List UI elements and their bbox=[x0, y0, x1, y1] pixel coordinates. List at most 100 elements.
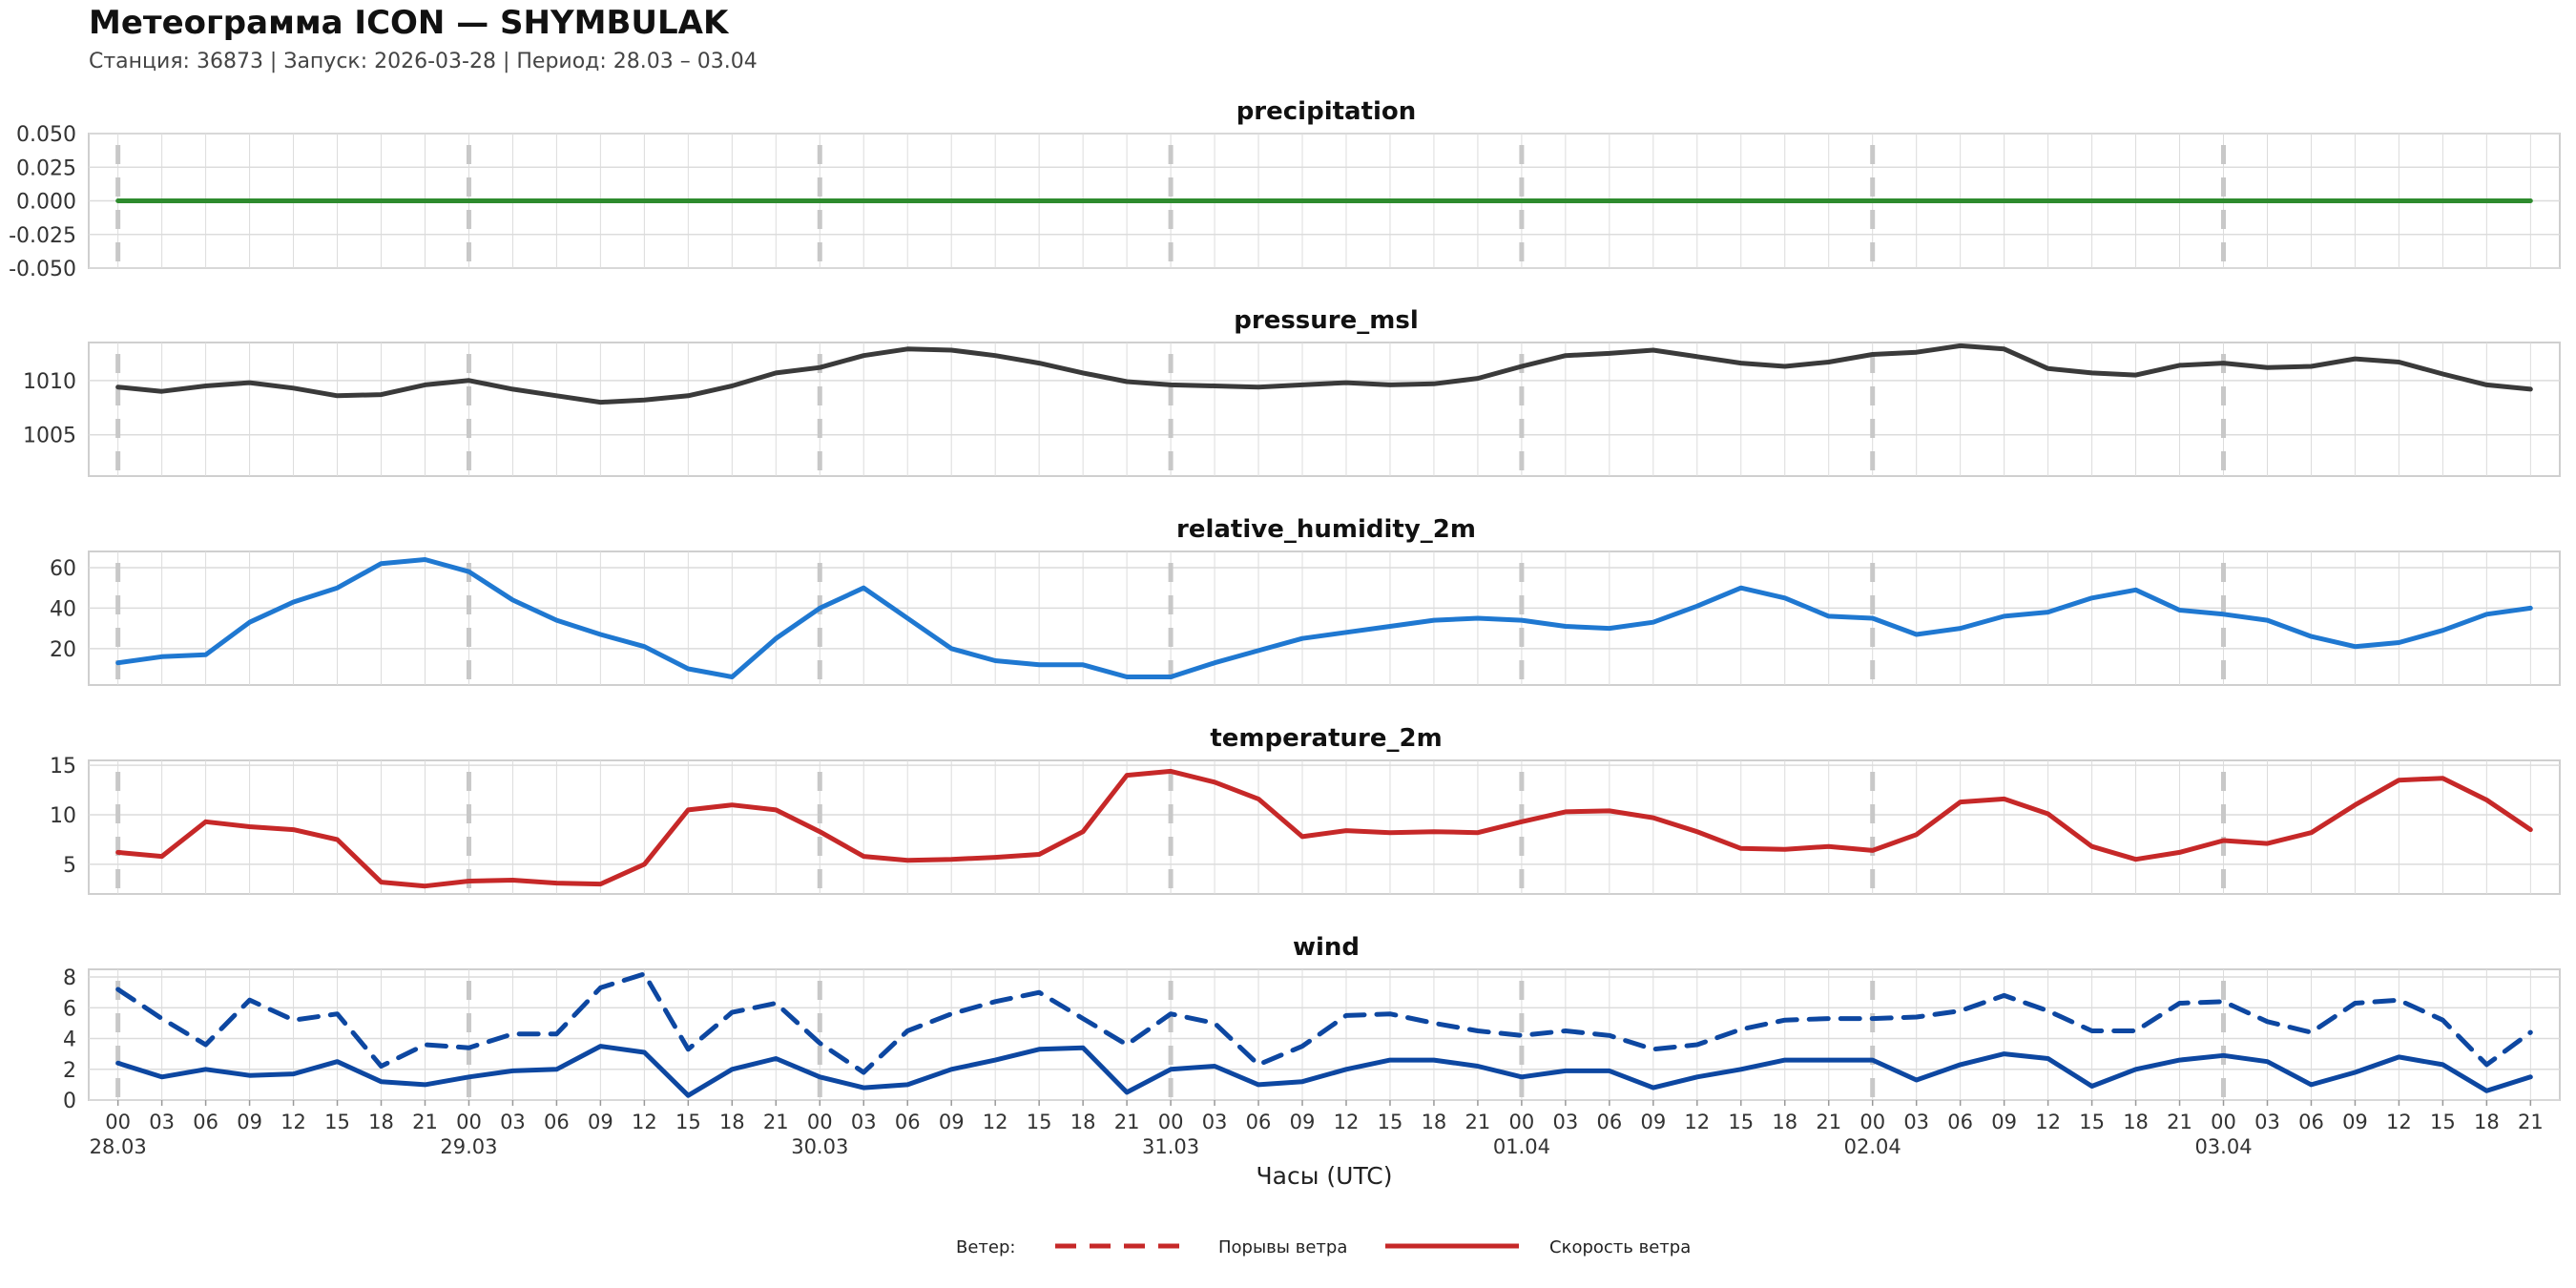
x-tick-label-day: 28.03 bbox=[90, 1135, 147, 1158]
x-tick-label-hour: 12 bbox=[2386, 1111, 2412, 1133]
y-tick-label: 5 bbox=[63, 854, 76, 878]
x-tick-label-day: 30.03 bbox=[791, 1135, 848, 1158]
x-tick-label-hour: 09 bbox=[1640, 1111, 1666, 1133]
x-tick-label-hour: 15 bbox=[1378, 1111, 1403, 1133]
panel-wind: 8 6 4 2 0 wind bbox=[63, 933, 2561, 1113]
x-tick-label-day: 31.03 bbox=[1142, 1135, 1199, 1158]
panels-layer: 0.050 0.025 0.000 -0.025 -0.050 precipitation… bbox=[9, 97, 2561, 1113]
panel-frame bbox=[88, 968, 2561, 1101]
y-tick-label: 1010 bbox=[23, 370, 76, 394]
chart-subtitle: Станция: 36873 | Запуск: 2026-03-28 | Пе… bbox=[89, 50, 758, 73]
x-tick-label-hour: 15 bbox=[675, 1111, 701, 1133]
y-tick-label: 4 bbox=[63, 1028, 76, 1052]
y-tick-label: 0.050 bbox=[16, 123, 76, 147]
legend: Ветер: Порывы ветра Скорость ветра bbox=[956, 1237, 1691, 1257]
panel-frame bbox=[88, 759, 2561, 895]
x-tick-label-hour: 03 bbox=[851, 1111, 877, 1133]
x-axis: Часы (UTC) 00 03 06 09 12 15 18 21 00 03 06 09 12 15 1… bbox=[90, 1100, 2544, 1190]
series-line-relative_humidity_2m bbox=[115, 557, 2533, 679]
x-tick-label-hour: 21 bbox=[1465, 1111, 1491, 1133]
x-tick-label-hour: 06 bbox=[193, 1111, 218, 1133]
y-tick-label: 20 bbox=[50, 638, 76, 662]
x-tick-label-hour: 18 bbox=[1772, 1111, 1797, 1133]
x-tick-label-hour: 03 bbox=[500, 1111, 526, 1133]
x-tick-label-hour: 00 bbox=[456, 1111, 482, 1133]
x-tick-label-hour: 12 bbox=[280, 1111, 306, 1133]
x-axis-label: Часы (UTC) bbox=[1257, 1162, 1393, 1190]
panel-humidity: 60 40 20 relative_humidity_2m bbox=[50, 515, 2561, 686]
x-tick-label-hour: 18 bbox=[368, 1111, 394, 1133]
chart-title: Метеограмма ICON — SHYMBULAK bbox=[89, 4, 729, 42]
x-tick-label-hour: 03 bbox=[2254, 1111, 2280, 1133]
x-tick-label-hour: 06 bbox=[895, 1111, 921, 1133]
y-tick-label: 40 bbox=[50, 597, 76, 621]
x-tick-label-hour: 15 bbox=[2079, 1111, 2105, 1133]
x-tick-label-hour: 09 bbox=[588, 1111, 613, 1133]
x-tick-label-hour: 18 bbox=[719, 1111, 745, 1133]
x-tick-label-hour: 12 bbox=[2035, 1111, 2061, 1133]
x-tick-label-hour: 21 bbox=[2518, 1111, 2544, 1133]
x-tick-label-hour: 00 bbox=[2211, 1111, 2236, 1133]
x-tick-label-hour: 03 bbox=[1202, 1111, 1228, 1133]
y-tick-label: 60 bbox=[50, 557, 76, 581]
x-tick-label-hour: 06 bbox=[2298, 1111, 2324, 1133]
x-tick-label-hour: 09 bbox=[939, 1111, 965, 1133]
panel-temperature: 15 10 5 temperature_2m bbox=[50, 724, 2561, 895]
x-tick-label-hour: 09 bbox=[1290, 1111, 1316, 1133]
x-tick-label-hour: 03 bbox=[1903, 1111, 1929, 1133]
x-tick-label-hour: 06 bbox=[1947, 1111, 1973, 1133]
x-tick-label-hour: 09 bbox=[1991, 1111, 2017, 1133]
x-tick-label-hour: 12 bbox=[1684, 1111, 1710, 1133]
x-tick-label-hour: 18 bbox=[2474, 1111, 2500, 1133]
panel-precip: 0.050 0.025 0.000 -0.025 -0.050 precipitation bbox=[9, 97, 2561, 281]
legend-gust-label: Порывы ветра bbox=[1218, 1237, 1347, 1257]
x-tick-label-hour: 00 bbox=[1509, 1111, 1535, 1133]
x-tick-label-hour: 00 bbox=[807, 1111, 833, 1133]
legend-title: Ветер: bbox=[956, 1237, 1015, 1257]
x-tick-label-hour: 21 bbox=[2167, 1111, 2192, 1133]
x-tick-label-hour: 21 bbox=[1114, 1111, 1140, 1133]
panel-title: wind bbox=[1293, 933, 1360, 962]
y-tick-label: 8 bbox=[63, 966, 76, 990]
y-tick-label: -0.050 bbox=[9, 258, 76, 281]
x-tick-label-hour: 15 bbox=[1027, 1111, 1052, 1133]
x-tick-label-day: 01.04 bbox=[1493, 1135, 1550, 1158]
x-tick-label-hour: 15 bbox=[1728, 1111, 1754, 1133]
x-tick-label-hour: 09 bbox=[2342, 1111, 2368, 1133]
x-tick-label-hour: 12 bbox=[632, 1111, 657, 1133]
x-tick-label-hour: 12 bbox=[1334, 1111, 1360, 1133]
legend-speed-label: Скорость ветра bbox=[1549, 1237, 1691, 1257]
y-tick-label: 15 bbox=[50, 755, 76, 779]
x-tick-label-hour: 06 bbox=[1596, 1111, 1622, 1133]
y-tick-label: 6 bbox=[63, 997, 76, 1021]
x-tick-label-hour: 12 bbox=[983, 1111, 1008, 1133]
panel-title: precipitation bbox=[1236, 97, 1417, 126]
panel-title: pressure_msl bbox=[1234, 306, 1418, 335]
series-line-gusts bbox=[115, 971, 2533, 1075]
x-tick-label-hour: 15 bbox=[2430, 1111, 2456, 1133]
x-tick-label-hour: 00 bbox=[1859, 1111, 1885, 1133]
x-tick-label-hour: 06 bbox=[544, 1111, 570, 1133]
x-tick-label-hour: 21 bbox=[1816, 1111, 1841, 1133]
y-tick-label: 2 bbox=[63, 1059, 76, 1083]
x-tick-label-hour: 00 bbox=[1158, 1111, 1184, 1133]
x-tick-label-hour: 21 bbox=[412, 1111, 438, 1133]
x-tick-label-day: 02.04 bbox=[1844, 1135, 1901, 1158]
y-tick-label: 10 bbox=[50, 804, 76, 828]
x-tick-label-hour: 15 bbox=[324, 1111, 350, 1133]
panel-title: relative_humidity_2m bbox=[1176, 515, 1476, 544]
panel-frame bbox=[88, 342, 2561, 477]
x-tick-label-hour: 09 bbox=[237, 1111, 262, 1133]
series-line-pressure_msl bbox=[115, 343, 2533, 405]
panel-pressure: 1010 1005 pressure_msl bbox=[23, 306, 2561, 477]
x-tick-label-day: 29.03 bbox=[440, 1135, 497, 1158]
x-tick-label-hour: 06 bbox=[1246, 1111, 1272, 1133]
x-tick-label-day: 03.04 bbox=[2194, 1135, 2252, 1158]
x-tick-label-hour: 18 bbox=[2123, 1111, 2149, 1133]
y-tick-label: -0.025 bbox=[9, 224, 76, 248]
panel-title: temperature_2m bbox=[1210, 724, 1442, 753]
series-line-Скорость-ветра bbox=[115, 1044, 2533, 1098]
y-tick-label: 0.025 bbox=[16, 156, 76, 180]
series-line-temperature_2m bbox=[115, 768, 2533, 889]
